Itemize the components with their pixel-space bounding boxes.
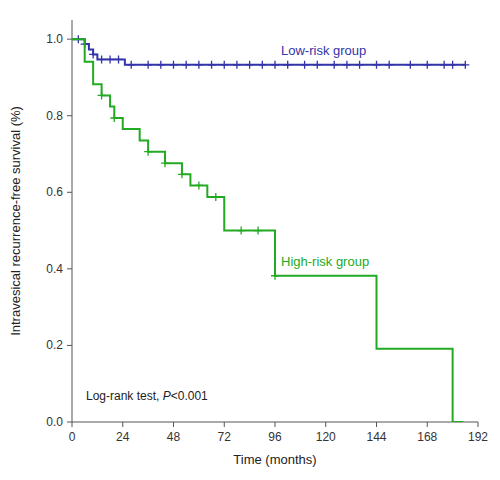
censor-mark: [178, 170, 186, 178]
censor-mark: [237, 227, 245, 235]
censor-mark: [373, 61, 381, 69]
x-tick-label: 168: [417, 430, 437, 444]
censor-mark: [343, 61, 351, 69]
censor-mark: [127, 61, 135, 69]
censor-mark: [161, 159, 169, 167]
censor-mark: [258, 61, 266, 69]
x-tick: [325, 422, 326, 427]
x-tick: [376, 422, 377, 427]
y-axis-line: [72, 20, 73, 422]
x-tick: [173, 422, 174, 427]
axes: 0 24 48 72 96 120 144 168 192 0.0 0.2 0.4 0.6 0.8 1.0: [46, 20, 488, 444]
censor-mark: [246, 61, 254, 69]
y-axis-label: Intravesical recurrence-free survival (%…: [8, 106, 23, 336]
x-tick-label: 24: [116, 430, 130, 444]
censor-mark: [106, 55, 114, 63]
censor-mark: [330, 61, 338, 69]
plot-area: [72, 35, 469, 422]
y-tick-label: 1.0: [46, 32, 63, 46]
censor-mark: [195, 181, 203, 189]
y-tick-label: 0.0: [46, 415, 63, 429]
censor-mark: [440, 61, 448, 69]
censor-mark: [313, 61, 321, 69]
y-tick: [67, 345, 72, 346]
y-tick-label: 0.2: [46, 338, 63, 352]
x-tick-label: 48: [167, 430, 181, 444]
censor-mark: [284, 61, 292, 69]
censor-mark: [254, 227, 262, 235]
censor-mark: [182, 61, 190, 69]
x-tick: [72, 422, 73, 427]
x-tick: [427, 422, 428, 427]
censor-mark: [271, 61, 279, 69]
x-tick: [478, 422, 479, 427]
y-tick: [67, 115, 72, 116]
annotation-part: Log-rank test,: [86, 389, 163, 403]
censor-mark: [301, 61, 309, 69]
x-tick-label: 192: [468, 430, 488, 444]
censor-mark: [212, 193, 220, 201]
censor-mark: [170, 61, 178, 69]
series-label: High-risk group: [281, 254, 369, 269]
censor-mark: [220, 61, 228, 69]
x-tick: [122, 422, 123, 427]
x-tick-label: 96: [268, 430, 282, 444]
censor-mark: [406, 61, 414, 69]
censor-mark: [115, 55, 123, 63]
y-tick-label: 0.4: [46, 262, 63, 276]
y-tick-label: 0.8: [46, 109, 63, 123]
y-tick: [67, 192, 72, 193]
censor-mark: [89, 50, 97, 58]
annotation-part: P: [163, 389, 171, 403]
censor-mark: [208, 61, 216, 69]
annotation: Log-rank test, P<0.001: [86, 389, 208, 403]
censor-mark: [195, 61, 203, 69]
censor-mark: [98, 91, 106, 99]
survival-curve: [72, 39, 463, 422]
y-tick-label: 0.6: [46, 185, 63, 199]
censor-mark: [385, 61, 393, 69]
y-tick: [67, 422, 72, 423]
censor-mark: [157, 61, 165, 69]
censor-mark: [110, 114, 118, 122]
censor-mark: [423, 61, 431, 69]
censor-mark: [271, 272, 279, 280]
x-axis-label: Time (months): [233, 452, 316, 467]
x-tick-label: 0: [69, 430, 76, 444]
censor-mark: [233, 61, 241, 69]
x-tick-label: 72: [218, 430, 232, 444]
x-tick-label: 144: [366, 430, 386, 444]
x-tick: [224, 422, 225, 427]
censor-mark: [461, 61, 469, 69]
x-tick-label: 120: [316, 430, 336, 444]
censor-mark: [98, 55, 106, 63]
chart: 0 24 48 72 96 120 144 168 192 0.0 0.2 0.4 0.6 0.8 1.0 T…: [0, 0, 500, 480]
censor-mark: [449, 61, 457, 69]
annotation-part: <0.001: [171, 389, 208, 403]
censor-mark: [144, 61, 152, 69]
censor-mark: [144, 148, 152, 156]
y-tick: [67, 39, 72, 40]
x-tick: [275, 422, 276, 427]
series-label: Low-risk group: [281, 43, 366, 58]
censor-mark: [356, 61, 364, 69]
y-tick: [67, 268, 72, 269]
